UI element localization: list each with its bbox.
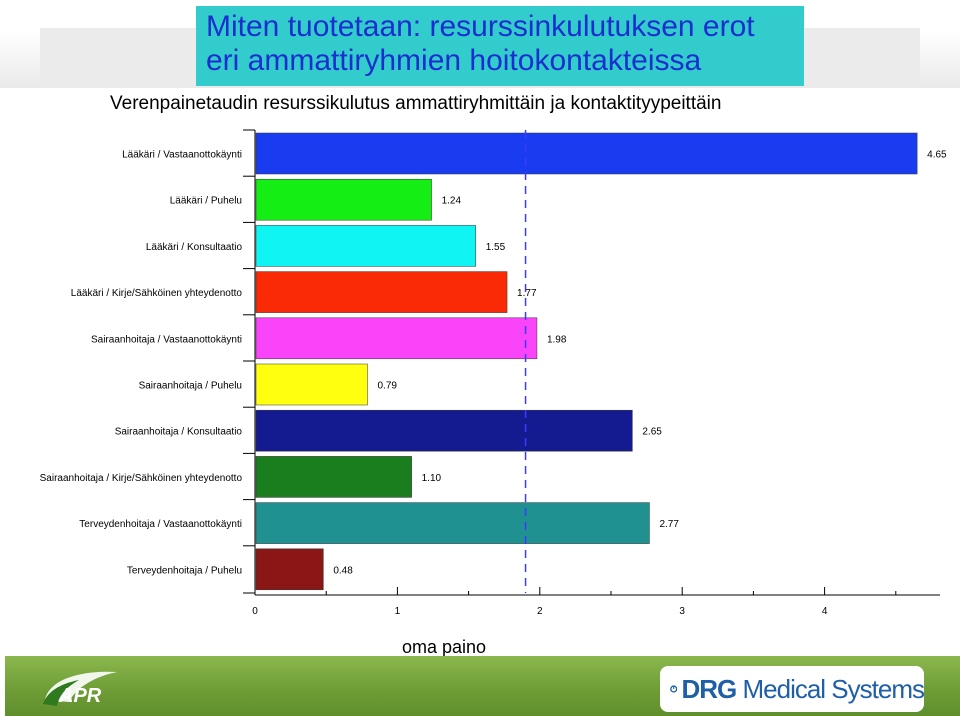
value-label-8: 1.10: [422, 473, 442, 484]
value-label-10: 0.48: [333, 565, 353, 576]
x-tick-label-1: 1: [395, 606, 401, 617]
value-label-9: 2.77: [659, 519, 679, 530]
category-labels-layer: 4.65 Lääkäri / Vastaanottokäynti 1.24 Lääkä…: [40, 150, 947, 577]
bar-10: [255, 548, 324, 591]
drg-logo-bold: DRG: [681, 673, 737, 704]
bar-4: [255, 271, 508, 313]
bar-6: [255, 363, 368, 406]
x-tick-label-4: 4: [822, 606, 828, 617]
chart-title: Verenpainetaudin resurssikulutus ammatti…: [110, 93, 721, 114]
value-label-2: 1.24: [442, 196, 462, 207]
x-tick-label-0: 0: [252, 606, 258, 617]
category-label-5: Sairaanhoitaja / Vastaanottokäynti: [91, 334, 242, 345]
bar-1: [255, 132, 918, 175]
bar-8: [255, 456, 412, 498]
drg-logo-text: DRG Medical Systems: [681, 673, 925, 705]
apr-logo-text: APR: [58, 685, 102, 707]
category-label-6: Sairaanhoitaja / Puhelu: [139, 381, 242, 392]
bar-2: [255, 178, 432, 221]
x-tick-label-3: 3: [679, 606, 685, 617]
x-tick-label-2: 2: [537, 606, 543, 617]
bar-3: [255, 225, 476, 267]
value-label-1: 4.65: [927, 150, 947, 161]
drg-logo-rest: Medical Systems: [736, 673, 925, 704]
bar-5: [255, 317, 538, 360]
drg-ring-icon: [670, 685, 678, 693]
value-label-6: 0.79: [377, 381, 397, 392]
bar-9: [255, 502, 650, 544]
bars-layer: [255, 130, 918, 593]
category-label-1: Lääkäri / Vastaanottokäynti: [122, 150, 242, 161]
slide-title: Miten tuotetaan: resurssinkulutuksen ero…: [196, 6, 804, 86]
drg-medical-systems-logo: DRG Medical Systems: [660, 666, 925, 712]
category-label-3: Lääkäri / Konsultaatio: [146, 242, 243, 253]
footer-bar: APR DRG Medical Systems: [5, 656, 960, 716]
slide-title-line-1: Miten tuotetaan: resurssinkulutuksen ero…: [206, 10, 755, 43]
value-label-4: 1.77: [517, 288, 537, 299]
apr-logo: APR: [43, 671, 117, 707]
category-label-10: Terveydenhoitaja / Puhelu: [127, 565, 242, 576]
bar-7: [255, 409, 633, 452]
x-axis-label: oma paino: [402, 637, 486, 657]
slide-title-line-2: eri ammattiryhmien hoitokontakteissa: [206, 44, 702, 77]
category-label-2: Lääkäri / Puhelu: [170, 196, 242, 207]
category-label-4: Lääkäri / Kirje/Sähköinen yhteydenotto: [71, 288, 243, 299]
category-label-9: Terveydenhoitaja / Vastaanottokäynti: [79, 519, 242, 530]
x-axis: 0 1 2 3 4: [243, 129, 940, 617]
value-label-5: 1.98: [547, 334, 567, 345]
category-label-8: Sairaanhoitaja / Kirje/Sähköinen yhteyde…: [40, 473, 243, 484]
value-label-3: 1.55: [486, 242, 506, 253]
category-label-7: Sairaanhoitaja / Konsultaatio: [115, 427, 243, 438]
value-label-7: 2.65: [642, 427, 662, 438]
